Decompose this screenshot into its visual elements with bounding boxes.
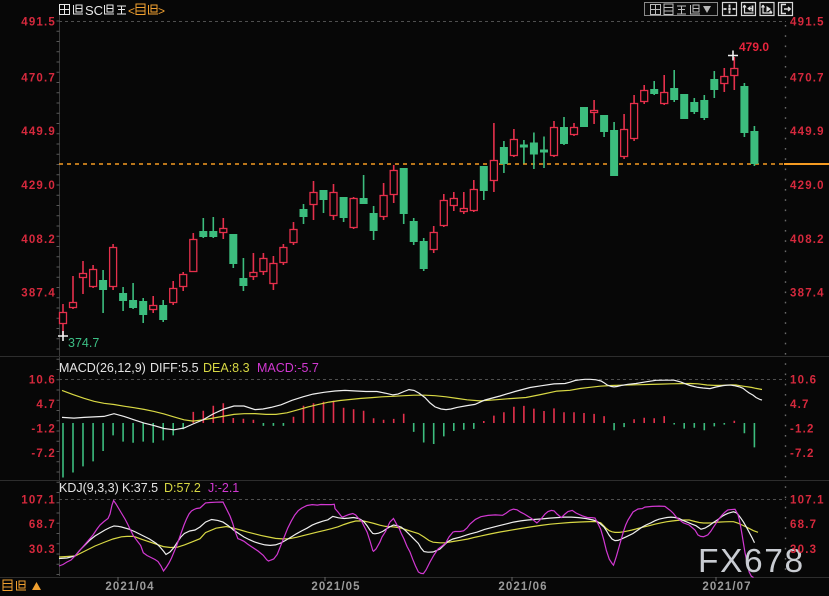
svg-text:479.0: 479.0 bbox=[739, 40, 769, 54]
svg-text:MACD(26,12,9): MACD(26,12,9) bbox=[59, 361, 146, 375]
svg-text:374.7: 374.7 bbox=[68, 336, 99, 350]
svg-text:-1.2: -1.2 bbox=[790, 424, 815, 436]
svg-text:429.0: 429.0 bbox=[790, 180, 825, 192]
svg-text:10.6: 10.6 bbox=[790, 375, 817, 387]
svg-text:2021/06: 2021/06 bbox=[498, 581, 547, 593]
svg-text:DIFF:5.5: DIFF:5.5 bbox=[150, 361, 199, 375]
svg-text:491.5: 491.5 bbox=[21, 17, 56, 29]
svg-text:2021/05: 2021/05 bbox=[311, 581, 360, 593]
svg-text:449.9: 449.9 bbox=[21, 126, 56, 138]
svg-text:4.7: 4.7 bbox=[790, 399, 810, 411]
svg-text:-7.2: -7.2 bbox=[31, 448, 56, 460]
svg-text:449.9: 449.9 bbox=[790, 126, 825, 138]
svg-text:2021/07: 2021/07 bbox=[702, 581, 751, 593]
svg-text:J:-2.1: J:-2.1 bbox=[208, 481, 239, 495]
svg-text:D:57.2: D:57.2 bbox=[164, 481, 201, 495]
svg-text:30.3: 30.3 bbox=[790, 544, 817, 556]
svg-text:107.1: 107.1 bbox=[21, 495, 56, 507]
svg-text:>: > bbox=[158, 4, 165, 18]
svg-text:408.2: 408.2 bbox=[790, 234, 825, 246]
svg-text:<: < bbox=[128, 4, 135, 18]
svg-text:-1.2: -1.2 bbox=[31, 424, 56, 436]
svg-text:107.1: 107.1 bbox=[790, 495, 825, 507]
svg-text:4.7: 4.7 bbox=[36, 399, 56, 411]
svg-text:2021/04: 2021/04 bbox=[105, 581, 154, 593]
svg-text:-7.2: -7.2 bbox=[790, 448, 815, 460]
svg-text:408.2: 408.2 bbox=[21, 234, 56, 246]
svg-text:DEA:8.3: DEA:8.3 bbox=[203, 361, 250, 375]
svg-text:SC: SC bbox=[85, 3, 103, 18]
svg-text:470.7: 470.7 bbox=[21, 73, 56, 85]
svg-text:10.6: 10.6 bbox=[29, 375, 56, 387]
svg-text:68.7: 68.7 bbox=[29, 519, 56, 531]
svg-text:429.0: 429.0 bbox=[21, 180, 56, 192]
svg-text:68.7: 68.7 bbox=[790, 519, 817, 531]
svg-text:387.4: 387.4 bbox=[21, 288, 56, 300]
svg-text:K:37.5: K:37.5 bbox=[122, 481, 158, 495]
svg-text:30.3: 30.3 bbox=[29, 544, 56, 556]
svg-text:470.7: 470.7 bbox=[790, 73, 825, 85]
svg-text:491.5: 491.5 bbox=[790, 17, 825, 29]
svg-text:387.4: 387.4 bbox=[790, 288, 825, 300]
svg-text:MACD:-5.7: MACD:-5.7 bbox=[257, 361, 319, 375]
svg-text:FX678: FX678 bbox=[698, 543, 805, 580]
svg-text:KDJ(9,3,3): KDJ(9,3,3) bbox=[59, 481, 119, 495]
